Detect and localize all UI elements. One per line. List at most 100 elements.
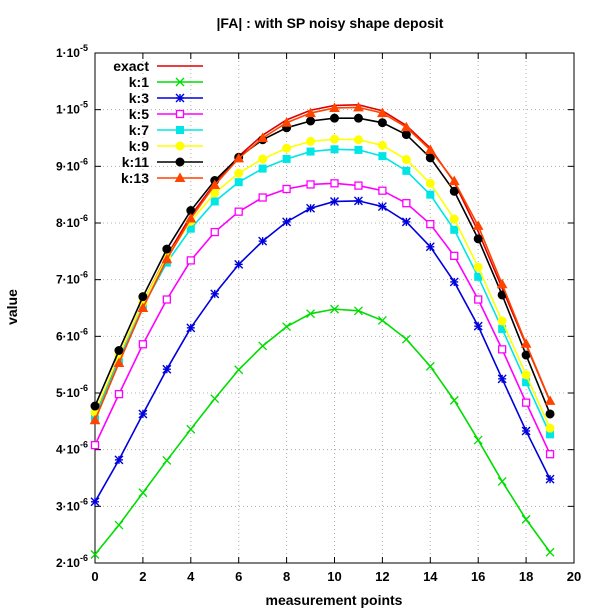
legend-marker xyxy=(175,109,185,119)
data-point-k-3 xyxy=(521,426,531,436)
series-line-k-11 xyxy=(94,117,551,415)
data-point-k-5 xyxy=(450,251,459,261)
data-point-k-3 xyxy=(449,277,459,287)
legend-label: k:5 xyxy=(129,106,149,122)
legend-item-k-5: k:5 xyxy=(129,106,203,122)
y-tick-label: 1·10-5 xyxy=(56,100,88,117)
data-point-k-9 xyxy=(401,155,411,165)
data-point-k-7 xyxy=(354,145,363,154)
y-tick-label: 4·10-6 xyxy=(56,440,88,457)
data-point-k-3 xyxy=(425,242,435,252)
data-point-k-13 xyxy=(520,338,532,348)
data-point-k-13 xyxy=(113,357,125,367)
series-k-13 xyxy=(89,101,556,425)
data-point-k-5 xyxy=(426,219,435,229)
data-point-k-9 xyxy=(377,140,387,150)
x-tick-label: 4 xyxy=(187,569,195,584)
legend-marker xyxy=(176,126,184,134)
series-layer xyxy=(89,101,556,559)
series-line-k-13 xyxy=(94,106,551,421)
data-point-k-1 xyxy=(497,476,507,486)
data-point-k-3 xyxy=(473,321,483,331)
legend-marker xyxy=(174,172,186,182)
chart-title: |FA| : with SP noisy shape deposit xyxy=(217,15,444,31)
data-point-k-1 xyxy=(330,304,339,314)
data-point-k-3 xyxy=(306,203,316,213)
data-point-k-5 xyxy=(402,199,411,208)
legend-item-exact: exact xyxy=(113,58,203,74)
y-tick-label: 5·10-6 xyxy=(56,383,88,400)
data-point-k-13 xyxy=(400,121,412,132)
data-point-k-13 xyxy=(185,212,197,223)
y-tick-label: 9·10-6 xyxy=(56,156,88,173)
data-point-k-9 xyxy=(449,214,459,224)
series-line-k-5 xyxy=(94,182,551,455)
data-point-k-3 xyxy=(377,202,387,212)
legend-label: k:7 xyxy=(129,122,149,138)
data-point-k-13 xyxy=(544,395,556,405)
data-point-k-3 xyxy=(330,196,339,206)
data-point-k-1 xyxy=(353,306,363,316)
data-point-k-5 xyxy=(114,389,124,399)
series-k-7 xyxy=(91,145,555,439)
series-k-5 xyxy=(90,179,555,459)
data-point-k-13 xyxy=(233,152,245,163)
x-tick-label: 8 xyxy=(283,569,290,584)
data-point-k-11 xyxy=(306,116,316,126)
data-point-k-1 xyxy=(138,488,148,498)
x-tick-label: 10 xyxy=(327,569,341,584)
series-k-11 xyxy=(90,113,555,419)
data-point-k-13 xyxy=(472,220,484,230)
data-point-k-11 xyxy=(90,401,100,411)
data-point-k-11 xyxy=(330,113,339,123)
x-tick-label: 12 xyxy=(375,569,389,584)
legend-label: k:11 xyxy=(122,154,149,170)
data-point-k-13 xyxy=(137,302,149,312)
data-point-k-3 xyxy=(282,217,292,227)
data-point-k-7 xyxy=(378,152,387,161)
data-point-k-5 xyxy=(186,256,195,265)
data-point-k-9 xyxy=(258,154,268,164)
data-point-k-11 xyxy=(377,118,387,128)
data-point-k-7 xyxy=(450,225,459,234)
x-tick-label: 18 xyxy=(519,569,533,584)
data-point-k-7 xyxy=(426,190,435,199)
data-point-k-1 xyxy=(306,309,316,319)
data-point-k-5 xyxy=(162,295,172,304)
data-point-k-5 xyxy=(282,184,291,194)
data-point-k-13 xyxy=(377,107,388,118)
data-point-k-5 xyxy=(210,227,219,237)
data-point-k-5 xyxy=(378,186,387,195)
x-tick-label: 6 xyxy=(235,569,242,584)
data-point-k-7 xyxy=(402,166,411,175)
data-point-k-1 xyxy=(377,316,387,325)
data-point-k-3 xyxy=(138,409,148,419)
data-point-k-13 xyxy=(424,144,436,154)
x-tick-label: 20 xyxy=(567,569,581,584)
data-point-k-1 xyxy=(90,550,100,559)
data-point-k-13 xyxy=(89,414,101,425)
data-point-k-3 xyxy=(210,289,220,299)
data-point-k-3 xyxy=(90,497,100,507)
data-point-k-1 xyxy=(282,322,292,332)
x-tick-label: 14 xyxy=(423,569,438,584)
data-point-k-3 xyxy=(545,474,555,484)
data-point-k-5 xyxy=(90,440,100,450)
legend-marker xyxy=(175,141,185,151)
legend-item-k-1: k:1 xyxy=(129,74,203,90)
data-point-k-9 xyxy=(330,134,339,144)
data-point-k-7 xyxy=(282,154,291,163)
data-point-k-9 xyxy=(473,262,483,272)
data-point-k-11 xyxy=(353,113,363,123)
data-point-k-9 xyxy=(425,178,435,188)
data-point-k-5 xyxy=(330,179,339,188)
data-point-k-7 xyxy=(210,197,219,206)
y-tick-label: 7·10-6 xyxy=(56,270,88,287)
data-point-k-9 xyxy=(521,370,531,380)
grid xyxy=(95,53,574,563)
legend-item-k-9: k:9 xyxy=(129,138,203,154)
data-point-k-11 xyxy=(473,234,483,244)
data-point-k-3 xyxy=(353,196,363,206)
